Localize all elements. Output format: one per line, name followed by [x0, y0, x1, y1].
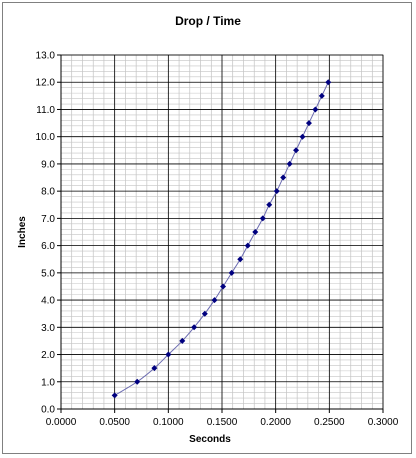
data-point-marker	[201, 310, 208, 317]
x-tick-label: 0.2000	[260, 417, 291, 428]
y-tick-label: 5.0	[41, 268, 55, 279]
data-point-marker	[286, 160, 293, 167]
y-tick-label: 0.0	[41, 405, 55, 416]
x-axis-label: Seconds	[189, 434, 231, 445]
y-axis-label: Inches	[17, 216, 28, 248]
data-point-marker	[259, 215, 266, 222]
y-tick-label: 10.0	[36, 132, 56, 143]
axes	[57, 54, 384, 413]
data-point-marker	[318, 92, 325, 99]
y-tick-label: 7.0	[41, 214, 55, 225]
data-point-marker	[228, 269, 235, 276]
y-tick-label: 13.0	[36, 51, 56, 62]
x-tick-label: 0.1500	[207, 417, 238, 428]
series-drop-time	[111, 79, 332, 399]
y-tick-label: 4.0	[41, 296, 55, 307]
data-point-marker	[111, 392, 118, 399]
data-point-marker	[293, 147, 300, 154]
data-point-marker	[325, 79, 332, 86]
x-tick-labels: 0.0000 0.0500 0.1000 0.1500 0.2000 0.2500 0.30…	[46, 417, 399, 428]
data-point-marker	[266, 201, 273, 208]
data-point-marker	[134, 378, 141, 385]
y-tick-label: 8.0	[41, 187, 55, 198]
x-tick-label: 0.2500	[314, 417, 345, 428]
data-point-marker	[280, 174, 287, 181]
y-tick-label: 9.0	[41, 159, 55, 170]
y-tick-label: 11.0	[36, 105, 55, 116]
data-point-marker	[312, 106, 319, 113]
x-tick-label: 0.0500	[99, 417, 130, 428]
y-tick-label: 1.0	[41, 377, 55, 388]
x-tick-label: 0.1000	[153, 417, 184, 428]
data-point-marker	[220, 283, 227, 290]
data-point-marker	[305, 120, 312, 127]
y-tick-label: 6.0	[41, 241, 55, 252]
data-point-marker	[211, 297, 218, 304]
y-tick-label: 2.0	[41, 350, 55, 361]
data-point-marker	[165, 351, 172, 358]
data-point-marker	[244, 242, 251, 249]
data-point-marker	[191, 324, 198, 331]
data-point-marker	[252, 229, 259, 235]
x-tick-label: 0.3000	[368, 417, 399, 428]
data-point-marker	[273, 188, 280, 195]
data-point-marker	[299, 133, 306, 140]
data-point-marker	[179, 337, 186, 344]
x-tick-label: 0.0000	[46, 417, 77, 428]
y-tick-label: 12.0	[36, 78, 56, 89]
y-tick-label: 3.0	[41, 323, 55, 334]
chart-title: Drop / Time	[175, 14, 241, 28]
y-tick-labels: 0.0 1.0 2.0 3.0 4.0 5.0 6.0 7.0 8.0 9.0 10.0 11.0 12…	[36, 51, 56, 416]
data-point-marker	[151, 365, 158, 372]
data-point-marker	[237, 256, 244, 263]
